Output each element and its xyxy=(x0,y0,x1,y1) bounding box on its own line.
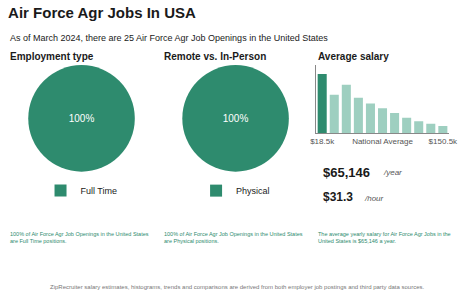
svg-text:100%: 100% xyxy=(69,113,95,124)
svg-text:100% of Air Force Agr Job Open: 100% of Air Force Agr Job Openings in th… xyxy=(164,231,303,244)
svg-text:The average yearly salary for: The average yearly salary for Air Force … xyxy=(318,231,451,244)
svg-text:Full Time: Full Time xyxy=(81,186,118,196)
svg-text:National Average: National Average xyxy=(352,137,413,146)
svg-text:100%: 100% xyxy=(223,113,249,124)
svg-text:$18.5k: $18.5k xyxy=(310,137,335,146)
svg-text:Average salary: Average salary xyxy=(318,51,389,62)
svg-text:Physical: Physical xyxy=(236,186,270,196)
svg-text:Air Force Agr Jobs In USA: Air Force Agr Jobs In USA xyxy=(8,4,196,21)
svg-text:As of March 2024, there are 25: As of March 2024, there are 25 Air Force… xyxy=(10,33,328,43)
svg-text:$65,146: $65,146 xyxy=(323,165,370,180)
svg-text:100% of Air Force Agr Job Open: 100% of Air Force Agr Job Openings in th… xyxy=(10,231,149,244)
svg-text:Remote vs. In-Person: Remote vs. In-Person xyxy=(164,51,266,62)
svg-text:$31.3: $31.3 xyxy=(323,190,353,204)
svg-text:Employment type: Employment type xyxy=(10,51,94,62)
svg-text:/hour: /hour xyxy=(364,194,384,203)
svg-text:$150.5k: $150.5k xyxy=(429,137,458,146)
svg-text:/year: /year xyxy=(383,168,402,177)
svg-text:ZipRecruiter salary estimates,: ZipRecruiter salary estimates, histogram… xyxy=(50,284,425,290)
